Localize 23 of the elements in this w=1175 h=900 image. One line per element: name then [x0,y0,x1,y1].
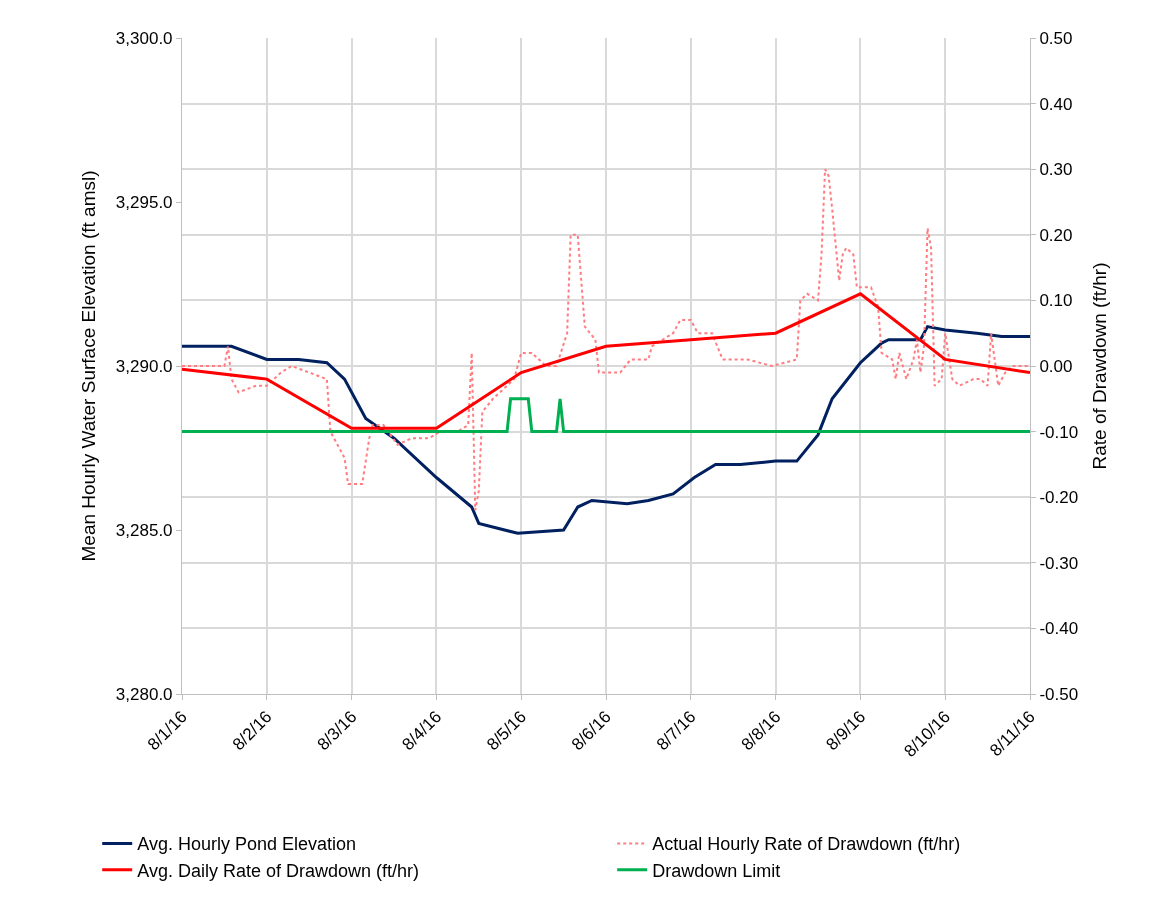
y2-tick-label: 0.20 [1039,225,1073,245]
line-series [182,292,1030,430]
y-tick-label: 3,290.0 [115,356,173,376]
y2-tick-label: 0.00 [1039,356,1073,376]
y-tick-label: 3,280.0 [115,684,173,704]
y2-tick-label: 0.10 [1039,291,1073,311]
y2-axis-title: Rate of Drawdown (ft/hr) [1088,262,1110,470]
y2-tick-label: 0.30 [1039,160,1073,180]
y-tick-label: 3,300.0 [115,28,173,48]
legend-label: Avg. Hourly Pond Elevation [137,834,356,855]
y-tick-label: 3,285.0 [115,520,173,540]
legend-label: Avg. Daily Rate of Drawdown (ft/hr) [137,860,419,881]
y2-tick-label: -0.30 [1039,553,1079,573]
y2-tick-label: -0.10 [1039,422,1079,442]
y-axis-title: Mean Hourly Water Surface Elevation (ft amsl) [77,170,99,562]
y2-tick-label: -0.40 [1039,619,1079,639]
y2-tick-label: -0.50 [1039,684,1079,704]
y2-tick-label: 0.40 [1039,94,1073,114]
y2-tick-label: -0.20 [1039,488,1079,508]
legend-label: Drawdown Limit [652,860,781,881]
legend-label: Actual Hourly Rate of Drawdown (ft/hr) [652,834,961,855]
y2-tick-label: 0.50 [1039,28,1073,48]
y-tick-label: 3,295.0 [115,192,173,212]
